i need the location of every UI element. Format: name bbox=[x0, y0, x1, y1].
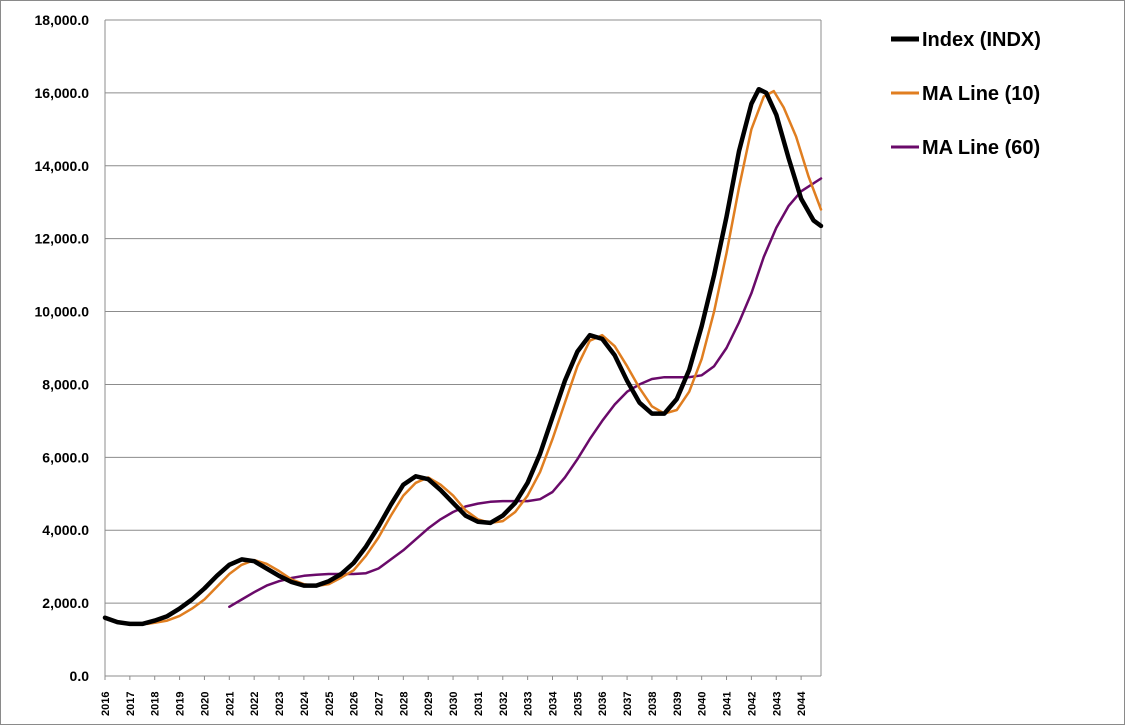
y-tick-label: 8,000.0 bbox=[42, 376, 89, 392]
series-line bbox=[228, 177, 823, 609]
y-tick-label: 14,000.0 bbox=[35, 158, 90, 174]
x-tick-label: 2024 bbox=[299, 691, 311, 716]
x-tick-label: 2033 bbox=[523, 692, 535, 716]
x-tick-label: 2038 bbox=[647, 692, 659, 716]
legend-label: MA Line (60) bbox=[922, 137, 1040, 159]
x-tick-label: 2036 bbox=[597, 692, 609, 716]
x-tick-label: 2020 bbox=[199, 692, 211, 716]
x-tick-label: 2018 bbox=[150, 692, 162, 716]
y-tick-label: 0.0 bbox=[70, 668, 90, 684]
x-axis-ticks: 2016 2017 2018 2019 2020 2021 2022 2023 2024 2025… bbox=[100, 676, 808, 716]
x-tick-label: 2031 bbox=[473, 692, 485, 716]
x-tick-label: 2026 bbox=[349, 692, 361, 716]
x-tick-label: 2017 bbox=[125, 692, 137, 716]
legend-label: MA Line (10) bbox=[922, 83, 1040, 105]
x-tick-label: 2030 bbox=[448, 692, 460, 716]
x-tick-label: 2027 bbox=[373, 692, 385, 716]
x-tick-label: 2037 bbox=[622, 692, 634, 716]
series-line bbox=[102, 86, 824, 627]
y-tick-label: 2,000.0 bbox=[42, 595, 89, 611]
x-tick-label: 2032 bbox=[498, 692, 510, 716]
x-tick-label: 2039 bbox=[672, 692, 684, 716]
y-tick-label: 6,000.0 bbox=[42, 449, 89, 465]
y-axis-ticks: 0.0 2,000.0 4,000.0 6,000.0 8,000.0 10,000.0 1… bbox=[35, 12, 90, 684]
y-tick-label: 10,000.0 bbox=[35, 304, 90, 320]
x-tick-label: 2040 bbox=[697, 692, 709, 716]
y-tick-label: 16,000.0 bbox=[35, 85, 90, 101]
series-lines bbox=[102, 86, 824, 627]
x-tick-label: 2028 bbox=[398, 692, 410, 716]
x-tick-label: 2029 bbox=[423, 692, 435, 716]
x-tick-label: 2021 bbox=[224, 692, 236, 716]
x-tick-label: 2025 bbox=[324, 692, 336, 716]
legend: Index (INDX) MA Line (10) MA Line (60) bbox=[891, 29, 1041, 159]
x-tick-label: 2019 bbox=[175, 692, 187, 716]
grid-lines bbox=[105, 19, 821, 604]
x-tick-label: 2043 bbox=[771, 692, 783, 716]
legend-label: Index (INDX) bbox=[922, 29, 1041, 51]
x-tick-label: 2016 bbox=[100, 692, 112, 716]
y-tick-label: 12,000.0 bbox=[35, 231, 90, 247]
x-tick-label: 2022 bbox=[249, 692, 261, 716]
x-tick-label: 2041 bbox=[722, 692, 734, 716]
x-tick-label: 2023 bbox=[274, 692, 286, 716]
x-tick-label: 2035 bbox=[572, 692, 584, 716]
y-tick-label: 4,000.0 bbox=[42, 522, 89, 538]
x-tick-label: 2044 bbox=[796, 691, 808, 716]
x-tick-label: 2042 bbox=[746, 692, 758, 716]
y-tick-label: 18,000.0 bbox=[35, 12, 90, 28]
x-tick-label: 2034 bbox=[548, 691, 560, 716]
